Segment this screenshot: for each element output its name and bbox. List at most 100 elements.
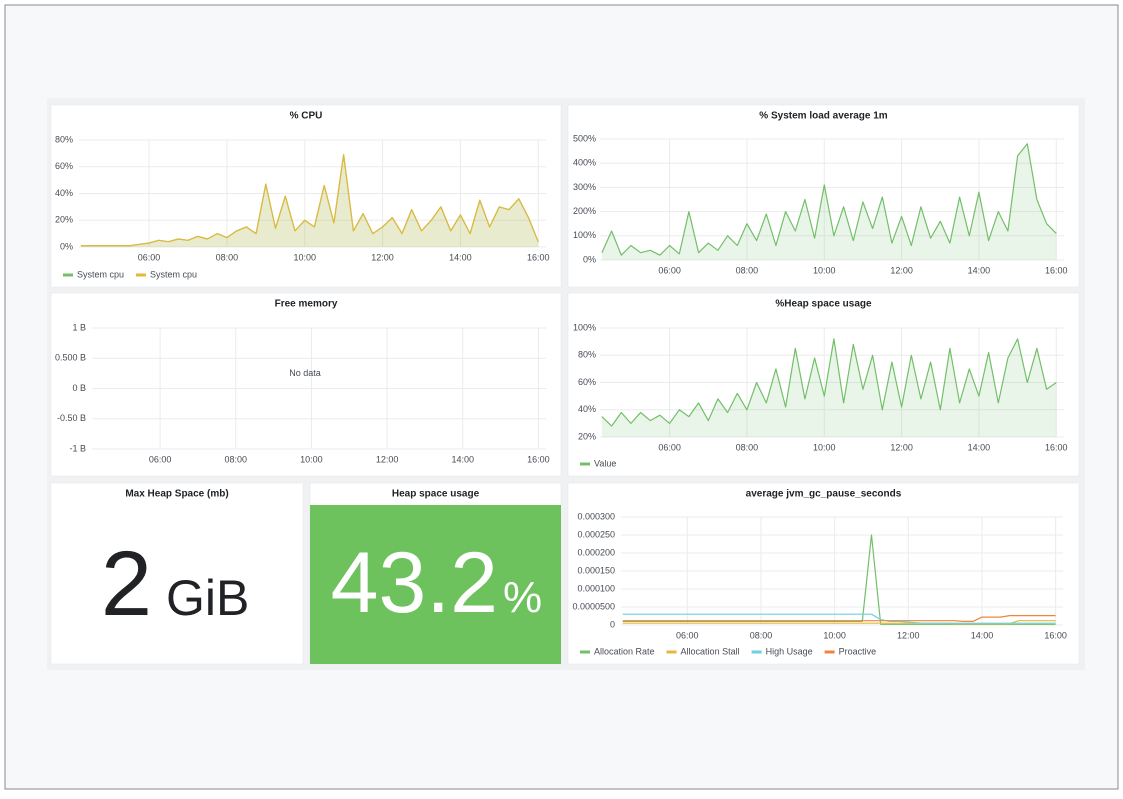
x-tick-label: 08:00 [750,630,773,640]
y-tick-label: 60% [55,161,73,171]
x-tick-label: 12:00 [371,252,394,262]
area [80,154,539,247]
legend-swatch [580,650,590,654]
y-tick-label: 20% [55,215,73,225]
panel [567,104,1080,288]
panel [50,482,304,665]
panel-title: Heap space usage [392,489,480,500]
x-tick-label: 16:00 [1044,630,1067,640]
stat-background [310,505,561,664]
y-tick-label: -1 B [69,443,86,453]
y-tick-label: 20% [578,431,596,441]
y-tick-label: 0.000300 [577,511,615,521]
x-tick-label: 16:00 [1045,442,1068,452]
line [622,615,1056,622]
panel [50,104,562,288]
line [622,534,1056,625]
y-tick-label: 100% [573,322,596,332]
x-tick-label: 06:00 [658,265,681,275]
y-tick-label: 40% [578,404,596,414]
y-tick-label: 0.000200 [577,547,615,557]
line [80,154,539,247]
x-tick-label: 10:00 [293,252,316,262]
y-tick-label: 200% [573,206,596,216]
legend-swatch [580,462,590,466]
legend-label: Proactive [839,646,877,656]
x-tick-label: 12:00 [897,630,920,640]
y-tick-label: 0.000150 [577,565,615,575]
y-tick-label: 80% [55,134,73,144]
y-tick-label: 500% [573,133,596,143]
y-tick-label: -0.50 B [57,413,86,423]
x-tick-label: 14:00 [968,265,991,275]
x-tick-label: 12:00 [890,265,913,275]
x-tick-label: 10:00 [813,442,836,452]
line [601,338,1057,427]
stat-value: 2 [101,533,152,635]
x-tick-label: 12:00 [890,442,913,452]
legend-swatch [824,650,835,654]
panel [567,482,1080,665]
panel-title: Free memory [275,299,338,310]
y-tick-label: 0 [610,619,615,629]
line [622,613,1056,624]
panel-title: % CPU [290,111,323,122]
area [601,143,1057,260]
line [601,143,1057,256]
x-tick-label: 06:00 [658,442,681,452]
y-tick-label: 0% [60,241,73,251]
panel [50,292,562,477]
y-tick-label: 300% [573,182,596,192]
no-data: No data [289,368,321,378]
legend-label: System cpu [77,269,124,279]
y-tick-label: 100% [573,230,596,240]
y-tick-label: 0.000250 [577,529,615,539]
area [601,338,1057,437]
panel-title: %Heap space usage [775,299,872,310]
y-tick-label: 60% [578,377,596,387]
y-tick-label: 400% [573,158,596,168]
stat-value: 43.2 [331,535,498,631]
y-tick-label: 80% [578,350,596,360]
panel [567,292,1080,477]
x-tick-label: 16:00 [527,454,550,464]
legend-swatch [751,650,762,654]
area [80,154,539,247]
legend-label: Value [594,458,616,468]
x-tick-label: 12:00 [376,454,399,464]
x-tick-label: 06:00 [676,630,699,640]
x-tick-label: 08:00 [736,442,759,452]
x-tick-label: 16:00 [527,252,550,262]
y-tick-label: 0.500 B [55,353,86,363]
legend-swatch [666,650,677,654]
y-tick-label: 0 B [72,383,86,393]
x-tick-label: 10:00 [300,454,323,464]
x-tick-label: 16:00 [1045,265,1068,275]
legend-swatch [136,273,147,277]
x-tick-label: 06:00 [138,252,161,262]
x-tick-label: 08:00 [736,265,759,275]
legend-label: Allocation Stall [681,646,740,656]
legend-swatch [63,273,73,277]
stat-unit: % [503,573,542,622]
x-tick-label: 08:00 [216,252,239,262]
y-tick-label: 0% [583,254,596,264]
stat-unit: GiB [166,570,249,626]
legend-label: Allocation Rate [594,646,655,656]
x-tick-label: 10:00 [823,630,846,640]
y-tick-label: 0.0000500 [572,601,615,611]
panel-title: % System load average 1m [759,111,888,122]
legend-label: System cpu [150,269,197,279]
legend-label: High Usage [766,646,813,656]
panel-title: Max Heap Space (mb) [125,489,228,500]
y-tick-label: 40% [55,188,73,198]
x-tick-label: 06:00 [149,454,172,464]
x-tick-label: 08:00 [225,454,248,464]
y-tick-label: 1 B [72,322,86,332]
y-tick-label: 0.000100 [577,583,615,593]
panel-title: average jvm_gc_pause_seconds [746,489,902,500]
x-tick-label: 14:00 [971,630,994,640]
x-tick-label: 14:00 [449,252,472,262]
